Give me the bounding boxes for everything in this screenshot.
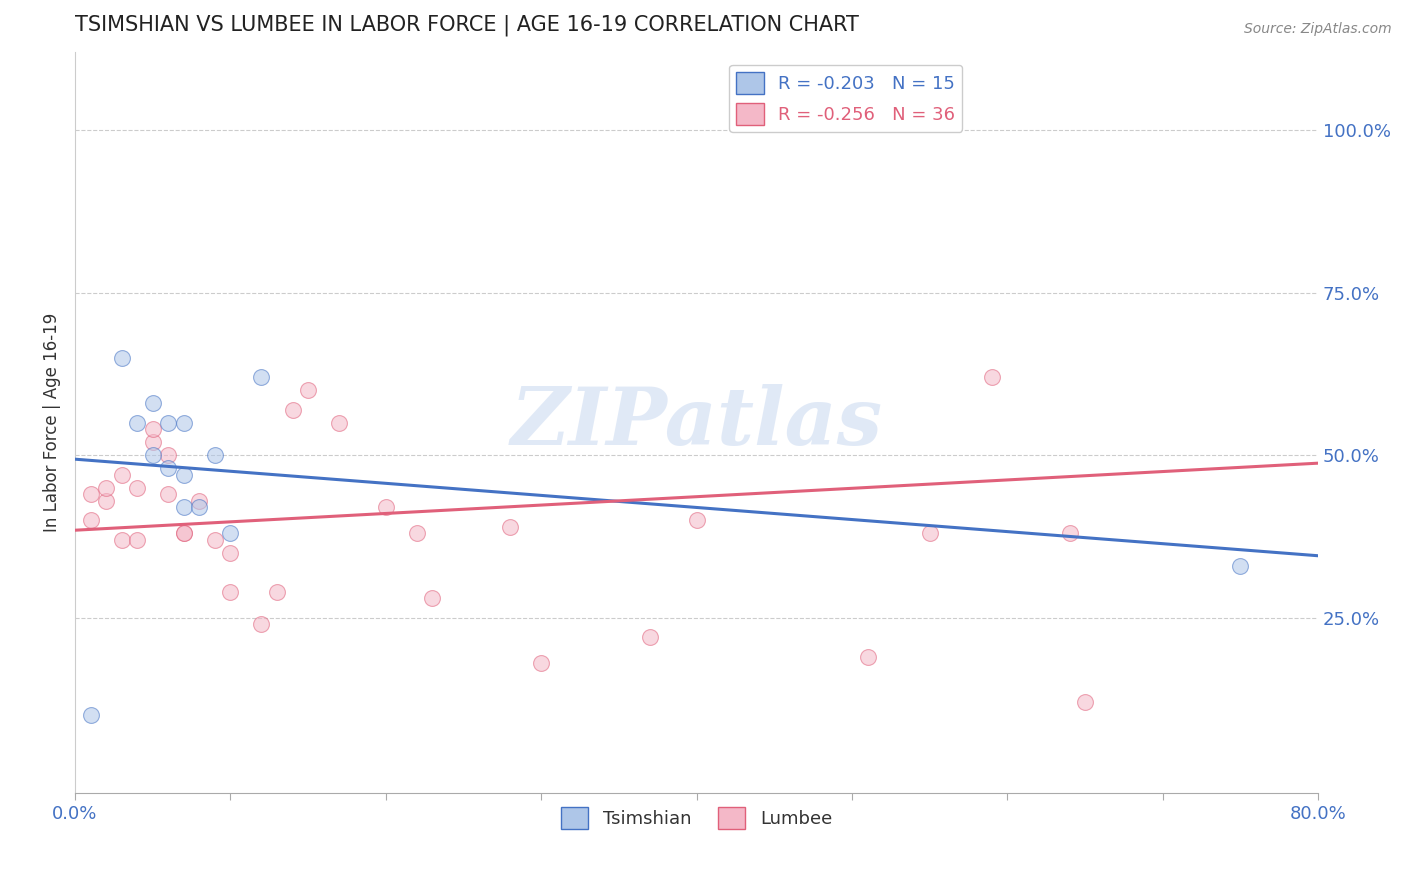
Point [142,448,165,462]
Point [422,591,444,606]
Point [219,546,242,560]
Point [157,461,180,475]
Point [638,630,661,644]
Point [281,402,304,417]
Point [188,493,211,508]
Point [142,422,165,436]
Point [219,526,242,541]
Point [328,416,350,430]
Point [250,617,273,632]
Point [127,416,149,430]
Y-axis label: In Labor Force | Age 16-19: In Labor Force | Age 16-19 [44,313,60,533]
Point [173,416,195,430]
Point [219,584,242,599]
Point [79,487,101,501]
Point [94,493,117,508]
Point [173,500,195,515]
Point [188,500,211,515]
Point [157,487,180,501]
Point [297,383,319,397]
Point [111,467,134,482]
Point [918,526,941,541]
Point [204,533,226,547]
Point [127,481,149,495]
Text: TSIMSHIAN VS LUMBEE IN LABOR FORCE | AGE 16-19 CORRELATION CHART: TSIMSHIAN VS LUMBEE IN LABOR FORCE | AGE… [75,15,859,37]
Point [94,481,117,495]
Point [157,448,180,462]
Text: Source: ZipAtlas.com: Source: ZipAtlas.com [1244,22,1392,37]
Point [173,467,195,482]
Point [111,533,134,547]
Point [79,513,101,527]
Point [111,351,134,365]
Point [250,370,273,384]
Point [499,519,522,533]
Point [530,657,553,671]
Point [173,526,195,541]
Point [374,500,396,515]
Point [142,435,165,450]
Point [204,448,226,462]
Point [142,396,165,410]
Point [173,526,195,541]
Point [266,584,288,599]
Point [685,513,707,527]
Point [405,526,427,541]
Point [127,533,149,547]
Point [157,416,180,430]
Point [1059,526,1081,541]
Point [856,649,879,664]
Point [1229,558,1251,573]
Point [1074,695,1097,709]
Point [980,370,1002,384]
Legend: Tsimshian, Lumbee: Tsimshian, Lumbee [554,800,839,836]
Point [79,708,101,723]
Text: ZIPatlas: ZIPatlas [510,384,883,461]
